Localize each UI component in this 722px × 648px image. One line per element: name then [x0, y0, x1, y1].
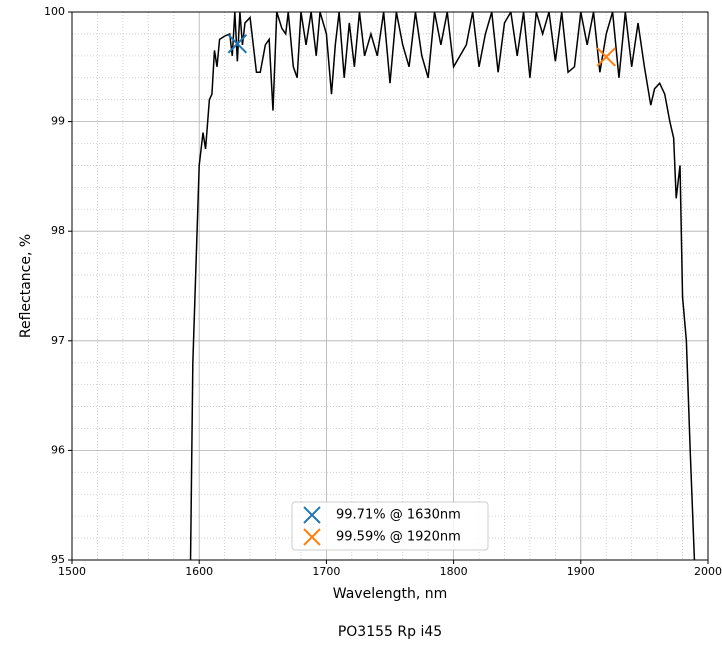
x-tick-label: 1800: [440, 565, 468, 578]
marker: [227, 34, 248, 54]
y-axis-label: Reflectance, %: [18, 234, 34, 338]
x-tick-label: 1600: [185, 565, 213, 578]
y-tick-label: 98: [51, 224, 65, 237]
y-tick-label: 95: [51, 553, 65, 566]
legend-label: 99.59% @ 1920nm: [336, 530, 461, 545]
y-tick-label: 96: [51, 443, 65, 456]
y-tick-label: 100: [44, 5, 65, 18]
x-tick-label: 1900: [567, 565, 595, 578]
y-tick-label: 97: [51, 334, 65, 347]
legend-box: [291, 501, 489, 551]
data-line: [189, 12, 696, 560]
legend-symbol: [303, 528, 321, 546]
x-tick-label: 1500: [58, 565, 86, 578]
frame: [71, 11, 709, 561]
y-tick-label: 99: [51, 115, 65, 128]
x-axis-label: Wavelength, nm: [333, 586, 447, 602]
legend-label: 99.71% @ 1630nm: [336, 508, 461, 523]
legend-symbol: [303, 506, 321, 524]
x-tick-label: 2000: [694, 565, 722, 578]
chart-title: PO3155 Rp i45: [338, 624, 442, 640]
marker: [596, 47, 616, 67]
x-tick-label: 1700: [312, 565, 340, 578]
